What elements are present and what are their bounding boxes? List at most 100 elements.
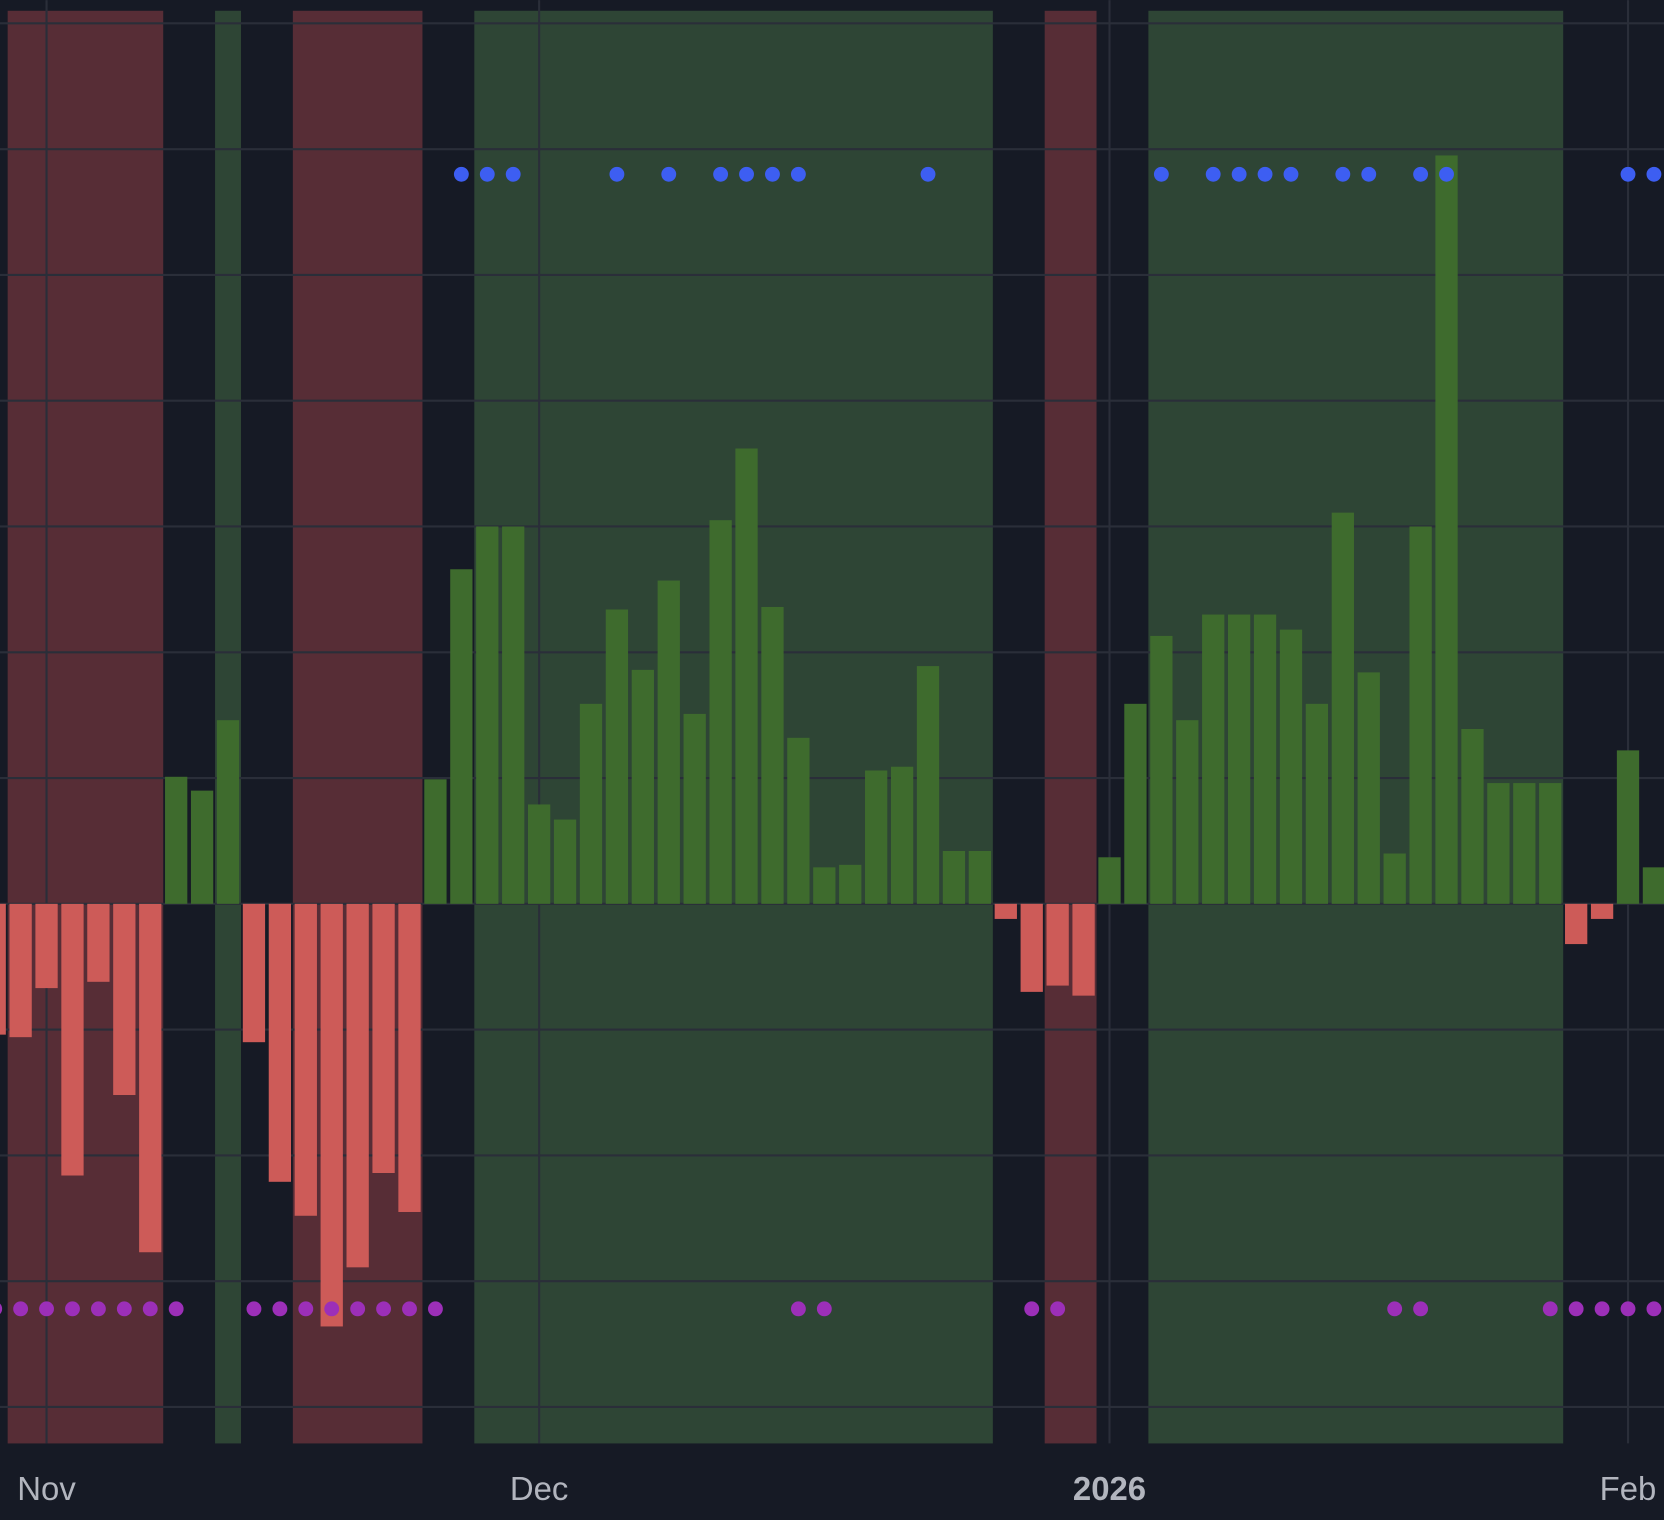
signal-dot (920, 166, 936, 182)
signal-dot (609, 166, 625, 182)
bar (424, 779, 447, 904)
zone (474, 10, 993, 1444)
bar (1227, 614, 1251, 904)
signal-dot (1542, 1301, 1558, 1317)
bar (9, 903, 32, 1038)
signal-dot (790, 166, 806, 182)
bar (1253, 614, 1277, 904)
bar (372, 903, 395, 1173)
bar (865, 770, 888, 904)
zones (7, 10, 1564, 1444)
signal-dot (479, 166, 495, 182)
bar (35, 903, 58, 989)
signal-dot (246, 1301, 262, 1317)
bar (1565, 903, 1588, 945)
signal-dot (765, 166, 780, 182)
bar (1409, 526, 1432, 904)
signal-dot (739, 166, 754, 182)
signal-dot (1646, 166, 1662, 182)
bar (139, 903, 162, 1253)
signal-dot (1205, 166, 1221, 182)
signal-dot (116, 1301, 132, 1317)
signal-dot (1283, 166, 1299, 182)
bar (605, 609, 629, 904)
bar (579, 703, 603, 904)
signal-dot (453, 166, 469, 182)
signal-dot (1050, 1301, 1066, 1317)
bar (87, 903, 110, 982)
signal-dot (39, 1301, 54, 1317)
signal-dot (1620, 166, 1636, 182)
bar (1435, 155, 1458, 904)
signal-dot (90, 1301, 106, 1317)
bar (1616, 750, 1640, 904)
x-tick-label: 2026 (1073, 1470, 1146, 1507)
x-tick-label: Feb (1600, 1470, 1657, 1507)
bar (1020, 903, 1043, 992)
x-tick-label: Nov (17, 1470, 76, 1507)
bar (968, 850, 992, 904)
bar (61, 903, 84, 1176)
bar (1383, 853, 1406, 904)
signal-dot (816, 1301, 832, 1317)
signal-dot (272, 1301, 288, 1317)
bar (398, 903, 421, 1212)
signal-dot (1387, 1301, 1403, 1317)
bar (242, 903, 266, 1043)
bar (631, 669, 654, 904)
bar (1590, 903, 1614, 919)
signal-dot (1361, 166, 1377, 182)
bar (1176, 720, 1199, 904)
signal-dot (1231, 166, 1247, 182)
signal-dot (142, 1301, 158, 1317)
bar (1279, 629, 1303, 904)
signal-dot (428, 1301, 443, 1317)
marks (0, 155, 1664, 1327)
bar (735, 448, 758, 904)
bar (527, 804, 551, 904)
bar (1539, 783, 1562, 904)
bar (553, 819, 577, 904)
x-tick-label: Dec (510, 1470, 568, 1507)
bar (1642, 867, 1664, 904)
signal-dot (1153, 166, 1169, 182)
signal-dot (65, 1301, 80, 1317)
signal-dot (324, 1301, 340, 1317)
bar (916, 666, 940, 904)
bar (1513, 783, 1536, 904)
bar (502, 526, 525, 904)
signal-dot (1568, 1301, 1584, 1317)
bar (813, 867, 836, 904)
bar (1331, 512, 1354, 904)
signal-dot (505, 166, 521, 182)
bar (320, 903, 343, 1327)
bar (268, 903, 292, 1182)
bar (0, 903, 6, 1035)
bar (346, 903, 369, 1268)
bar (683, 713, 706, 904)
signal-dot (1439, 166, 1454, 182)
bar (450, 569, 473, 904)
bar (1072, 903, 1095, 996)
signal-dot (1335, 166, 1351, 182)
bar (839, 864, 862, 904)
signal-dot (0, 1303, 3, 1315)
bar (787, 737, 810, 904)
signal-dot (661, 166, 677, 182)
bar (1461, 728, 1484, 904)
grid (0, 0, 1664, 1444)
signal-dot (1620, 1301, 1636, 1317)
bar (190, 790, 214, 904)
x-axis: Nov Dec 2026 Feb (17, 1470, 1656, 1507)
signal-dot (1594, 1301, 1610, 1317)
signal-dot (298, 1301, 314, 1317)
signal-dot (13, 1301, 29, 1317)
signal-dot (1024, 1301, 1040, 1317)
bar (761, 606, 784, 904)
bar (994, 903, 1017, 919)
bar (1098, 857, 1121, 904)
bar (1305, 703, 1329, 904)
bar (1124, 703, 1147, 904)
signal-dot (350, 1301, 366, 1317)
